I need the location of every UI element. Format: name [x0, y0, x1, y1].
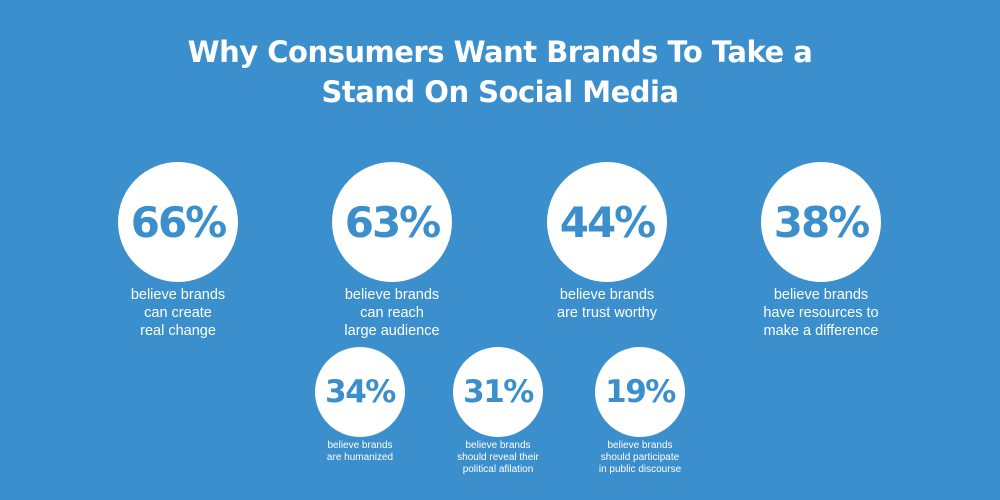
stat-circle: 63%: [332, 162, 452, 282]
stat-value: 66%: [130, 197, 228, 247]
stat-item: 31% believe brands should reveal their p…: [418, 347, 578, 476]
caption-line: believe brands: [130, 287, 226, 303]
caption-line: believe brands: [465, 440, 531, 451]
stat-item: 66% believe brands can create real chang…: [78, 162, 278, 340]
caption-line: can create: [144, 305, 212, 321]
stat-circle: 38%: [761, 162, 881, 282]
stat-caption: believe brands are trust worthy: [507, 286, 707, 322]
title-line-2: Stand On Social Media: [321, 75, 679, 109]
caption-line: are humanized: [326, 452, 394, 463]
caption-line: have resources to: [763, 305, 879, 321]
caption-line: believe brands: [559, 287, 655, 303]
stat-value: 31%: [463, 374, 534, 410]
stat-item: 63% believe brands can reach large audie…: [292, 162, 492, 340]
stat-caption: believe brands have resources to make a …: [721, 286, 921, 340]
stat-value: 19%: [605, 374, 676, 410]
caption-line: should reveal their: [457, 452, 539, 463]
stat-circle: 44%: [547, 162, 667, 282]
caption-line: believe brands: [327, 440, 393, 451]
stat-value: 38%: [773, 197, 871, 247]
caption-line: are trust worthy: [557, 305, 657, 321]
stat-caption: believe brands should reveal their polit…: [418, 440, 578, 476]
stat-circle: 66%: [118, 162, 238, 282]
caption-line: in public discourse: [598, 464, 682, 475]
stat-caption: believe brands can create real change: [78, 286, 278, 340]
caption-line: believe brands: [344, 287, 440, 303]
caption-line: believe brands: [607, 440, 673, 451]
stat-caption: believe brands should participate in pub…: [560, 440, 720, 476]
stat-item: 38% believe brands have resources to mak…: [721, 162, 921, 340]
caption-line: make a difference: [763, 323, 879, 339]
stat-item: 34% believe brands are humanized: [280, 347, 440, 464]
stat-item: 19% believe brands should participate in…: [560, 347, 720, 476]
stat-circle: 31%: [453, 347, 543, 437]
stat-item: 44% believe brands are trust worthy: [507, 162, 707, 322]
page-title: Why Consumers Want Brands To Take a Stan…: [0, 32, 1000, 112]
caption-line: should participate: [600, 452, 680, 463]
caption-line: believe brands: [773, 287, 869, 303]
caption-line: large audience: [344, 323, 440, 339]
caption-line: real change: [140, 323, 216, 339]
caption-line: political afilation: [462, 464, 534, 475]
title-line-1: Why Consumers Want Brands To Take a: [187, 35, 813, 69]
stat-caption: believe brands can reach large audience: [292, 286, 492, 340]
stat-value: 63%: [344, 197, 442, 247]
stat-value: 34%: [325, 374, 396, 410]
stat-circle: 34%: [315, 347, 405, 437]
caption-line: can reach: [360, 305, 424, 321]
stat-circle: 19%: [595, 347, 685, 437]
stat-value: 44%: [559, 197, 657, 247]
stat-caption: believe brands are humanized: [280, 440, 440, 464]
